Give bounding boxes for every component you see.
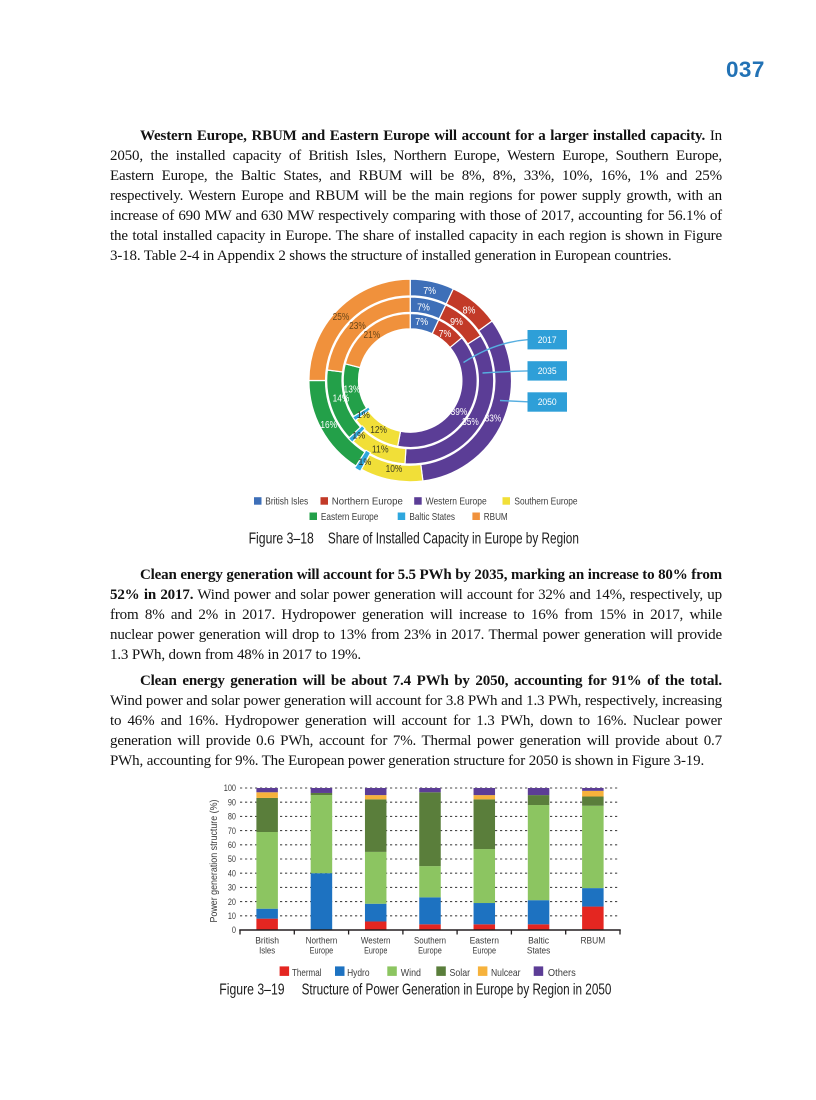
svg-text:23%: 23%	[349, 321, 366, 332]
svg-text:Baltic: Baltic	[528, 936, 549, 946]
svg-text:Isles: Isles	[259, 946, 276, 956]
svg-text:Europe: Europe	[418, 946, 442, 956]
svg-text:Solar: Solar	[450, 967, 471, 979]
svg-text:1%: 1%	[358, 457, 371, 467]
svg-text:Share of Installed Capacity in: Share of Installed Capacity in Europe by…	[328, 530, 579, 547]
svg-text:Baltic States: Baltic States	[409, 511, 455, 523]
svg-text:1%: 1%	[357, 410, 370, 420]
svg-text:7%: 7%	[423, 286, 436, 297]
svg-text:British Isles: British Isles	[265, 496, 308, 508]
svg-text:1%: 1%	[352, 430, 365, 440]
svg-text:14%: 14%	[333, 394, 350, 405]
svg-text:Eastern: Eastern	[470, 936, 499, 946]
svg-text:Structure of Power Generation: Structure of Power Generation in Europe …	[302, 981, 612, 998]
svg-text:10: 10	[228, 911, 236, 921]
svg-text:2017: 2017	[538, 335, 557, 346]
svg-text:16%: 16%	[320, 420, 337, 431]
svg-text:Western Europe: Western Europe	[426, 496, 487, 508]
svg-text:Europe: Europe	[364, 946, 387, 956]
svg-text:0: 0	[232, 925, 236, 935]
svg-text:8%: 8%	[463, 306, 476, 317]
svg-text:7%: 7%	[415, 317, 428, 328]
svg-text:Thermal: Thermal	[292, 967, 322, 979]
svg-text:39%: 39%	[451, 407, 468, 418]
svg-text:30: 30	[228, 883, 236, 893]
svg-text:80: 80	[228, 812, 236, 822]
svg-text:Eastern Europe: Eastern Europe	[321, 511, 379, 523]
svg-text:12%: 12%	[370, 425, 387, 436]
svg-text:Nulcear: Nulcear	[491, 967, 521, 979]
svg-text:2035: 2035	[538, 366, 557, 377]
svg-text:Southern Europe: Southern Europe	[514, 496, 577, 508]
svg-text:7%: 7%	[439, 329, 452, 340]
svg-text:13%: 13%	[344, 384, 361, 395]
svg-text:Western: Western	[361, 936, 391, 946]
svg-text:9%: 9%	[450, 317, 463, 328]
svg-text:RBUM: RBUM	[484, 511, 508, 523]
svg-text:10%: 10%	[386, 464, 403, 475]
svg-text:Figure 3–19: Figure 3–19	[219, 981, 284, 998]
svg-text:35%: 35%	[462, 417, 479, 428]
svg-text:25%: 25%	[333, 312, 350, 323]
svg-text:33%: 33%	[485, 414, 502, 425]
svg-text:60: 60	[228, 840, 236, 850]
svg-text:Northern: Northern	[306, 936, 338, 946]
svg-text:Europe: Europe	[473, 946, 497, 956]
svg-text:7%: 7%	[417, 302, 430, 313]
svg-text:Southern: Southern	[414, 936, 446, 946]
svg-text:50: 50	[228, 854, 236, 864]
svg-text:100: 100	[224, 783, 236, 793]
svg-text:Hydro: Hydro	[347, 967, 370, 979]
svg-text:Power generation structure (%): Power generation structure (%)	[209, 800, 220, 923]
svg-text:British: British	[255, 936, 279, 946]
svg-text:States: States	[527, 946, 551, 956]
svg-text:70: 70	[228, 826, 236, 836]
svg-text:Figure 3–18: Figure 3–18	[249, 530, 314, 547]
svg-text:90: 90	[228, 797, 236, 807]
svg-text:Wind: Wind	[401, 967, 421, 979]
svg-text:RBUM: RBUM	[581, 936, 606, 946]
svg-text:21%: 21%	[363, 330, 380, 341]
svg-text:Others: Others	[548, 967, 576, 979]
svg-text:20: 20	[228, 897, 236, 907]
svg-text:11%: 11%	[372, 444, 389, 455]
svg-text:40: 40	[228, 868, 236, 878]
svg-text:Northern Europe: Northern Europe	[332, 496, 403, 508]
svg-text:Europe: Europe	[310, 946, 334, 956]
svg-text:2050: 2050	[538, 397, 557, 408]
